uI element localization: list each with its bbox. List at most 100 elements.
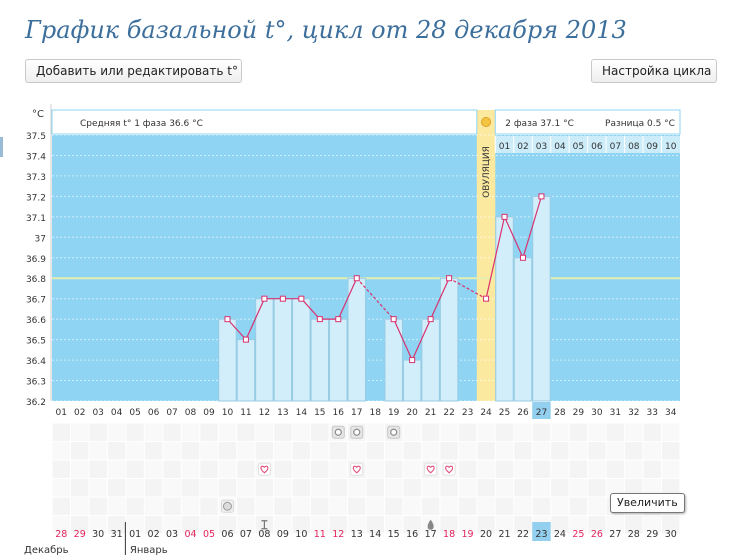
symbol-grid-cell [495,442,514,460]
symbol-grid-cell [403,516,421,534]
cycle-day-label: 15 [314,408,325,418]
phase2-day-label: 05 [573,142,584,152]
calendar-date-label: 19 [462,529,474,540]
cycle-settings-button[interactable]: Настройка цикла [591,59,717,83]
symbol-grid-cell [440,497,458,515]
temperature-point [316,316,323,323]
symbol-grid-cell [89,442,107,460]
calendar-date-label: 21 [498,529,510,540]
phase2-value: 37.1 °C [540,119,574,129]
calendar-date-label: 11 [314,529,326,540]
calendar-date-label: 18 [443,529,455,540]
calendar-date-label: 05 [203,529,215,540]
temperature-point [409,357,416,364]
y-tick-label: 36.2 [26,398,46,408]
cycle-day-label: 31 [610,408,621,418]
symbol-grid-cell [551,497,569,515]
symbol-grid-cell [126,497,144,515]
symbol-grid-cell [126,442,144,460]
symbol-grid-cell [403,479,421,497]
symbol-grid-cell [181,423,200,441]
y-tick-label: 36.3 [26,378,46,388]
symbol-grid-cell [514,442,532,460]
symbol-grid-cell [329,497,348,515]
calendar-date-label: 27 [609,529,621,540]
symbol-grid-cell [532,497,551,515]
symbol-grid-cell [625,479,643,497]
cycle-day-label: 03 [92,408,103,418]
y-tick-label: 36.6 [26,316,46,326]
phase2-day-cell [606,136,625,153]
symbol-grid-cell [514,497,532,515]
temperature-bar [532,195,551,402]
symbol-grid-cell [458,479,477,497]
symbol-grid-cell [107,479,126,497]
add-edit-temperature-button[interactable]: Добавить или редактировать t° [25,59,242,83]
calendar-date-label: 06 [221,529,233,540]
phase2-day-label: 07 [610,142,621,152]
symbol-grid-cell [70,442,89,460]
symbol-grid-cell [514,516,532,534]
side-scroll-marker [0,137,3,157]
symbol-grid-cell [495,460,514,478]
symbol-grid-cell [218,423,237,441]
symbol-grid-cell [606,442,625,460]
symbol-grid-cell [384,516,403,534]
y-tick-label: 36.5 [26,337,46,347]
symbol-grid-cell [274,460,292,478]
symbol-grid-cell [421,497,440,515]
symbol-grid-cell [440,442,458,460]
symbol-grid-cell [107,516,126,534]
symbol-grid-cell [643,442,662,460]
phase2-day-cell [661,136,680,153]
phase2-day-cell [495,136,514,153]
phase2-day-cell [643,136,662,153]
symbol-grid-cell [606,479,625,497]
phase2-day-label: 03 [536,142,547,152]
symbol-grid-cell [52,516,70,534]
symbol-grid-cell [366,479,384,497]
symbol-grid-cell [662,516,680,534]
phase1-header [51,109,478,135]
symbol-grid-cell [625,516,643,534]
calendar-date-label: 29 [646,529,658,540]
phase2-day-label: 04 [554,142,566,152]
temperature-bar [236,339,256,402]
heart-icon [426,465,435,474]
symbol-grid-cell [384,442,403,460]
calendar-date-label: 12 [332,529,344,540]
phase2-day-label: 08 [628,142,640,152]
symbol-grid-cell [421,479,440,497]
symbol-grid-cell [329,460,348,478]
symbol-grid-cell [107,442,126,460]
calendar-date-label: 28 [628,529,640,540]
cycle-day-label: 20 [406,408,418,418]
zoom-tooltip[interactable]: Увеличить [610,493,685,513]
temperature-line-segment [448,277,487,300]
symbol-grid-cell [126,460,144,478]
cycle-day-label: 30 [591,408,603,418]
symbol-grid-cell [366,516,384,534]
symbol-grid-cell [311,442,329,460]
symbol-grid-cell [311,460,329,478]
symbol-grid-cell [52,497,70,515]
phase2-day-label: 02 [517,142,528,152]
today-highlight [532,522,551,541]
temperature-point [261,295,268,302]
symbol-grid-cell [569,442,588,460]
calendar-date-label: 17 [425,529,437,540]
symbol-grid-cell [200,460,218,478]
symbol-grid-cell [126,423,144,441]
symbol-grid-cell [218,479,237,497]
phase2-day-cell [624,136,644,153]
cycle-day-label: 02 [74,408,85,418]
symbol-grid-cell [643,423,662,441]
symbol-grid-cell [588,423,606,441]
symbol-grid-cell [532,460,551,478]
phase2-average: 2 фаза 37.1 °C [505,119,574,129]
calendar-date-label: 25 [572,529,584,540]
cycle-day-label: 29 [573,408,585,418]
symbol-grid-cell [255,497,274,515]
symbol-grid-cell [89,516,107,534]
symbol-grid-cell [348,479,366,497]
